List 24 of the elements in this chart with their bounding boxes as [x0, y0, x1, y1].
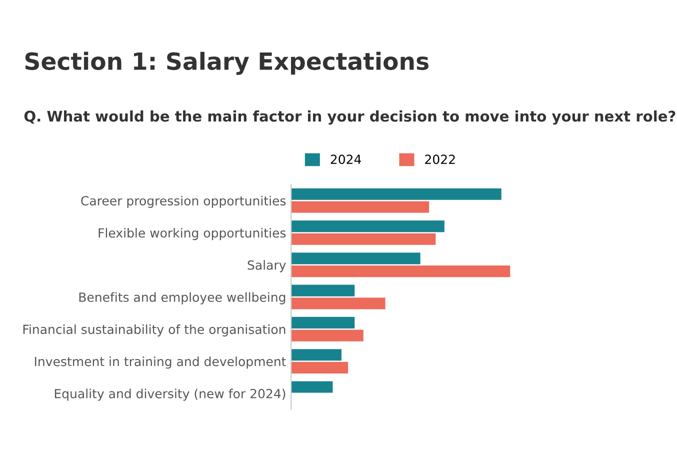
y-tick-label: Equality and diversity (new for 2024) — [54, 388, 286, 401]
bar — [291, 252, 420, 264]
bar — [291, 298, 386, 310]
y-tick-label: Salary — [248, 260, 286, 272]
legend-label: 2022 — [425, 154, 455, 164]
y-tick-label: Career progression opportunities — [81, 196, 286, 208]
chart-subtitle: Q. What would be the main factor in your decision to move into your next role? — [24, 110, 676, 125]
bar — [291, 284, 355, 296]
legend-label: 2024 — [330, 154, 362, 164]
bar — [291, 188, 502, 200]
bar — [291, 201, 430, 213]
bar — [291, 349, 342, 361]
bar — [291, 316, 355, 328]
bar — [291, 362, 348, 374]
bar — [291, 220, 444, 232]
chart-title: Section 1: Salary Expectations — [25, 52, 428, 75]
bar — [291, 266, 510, 278]
y-tick-label: Financial sustainability of the organisation — [23, 324, 286, 336]
bar — [291, 330, 364, 342]
y-tick-label: Flexible working opportunities — [98, 228, 286, 240]
y-tick-label: Investment in training and development — [34, 356, 286, 369]
bar — [291, 381, 333, 393]
y-tick-label: Benefits and employee wellbeing — [79, 292, 286, 304]
bar — [291, 233, 436, 245]
